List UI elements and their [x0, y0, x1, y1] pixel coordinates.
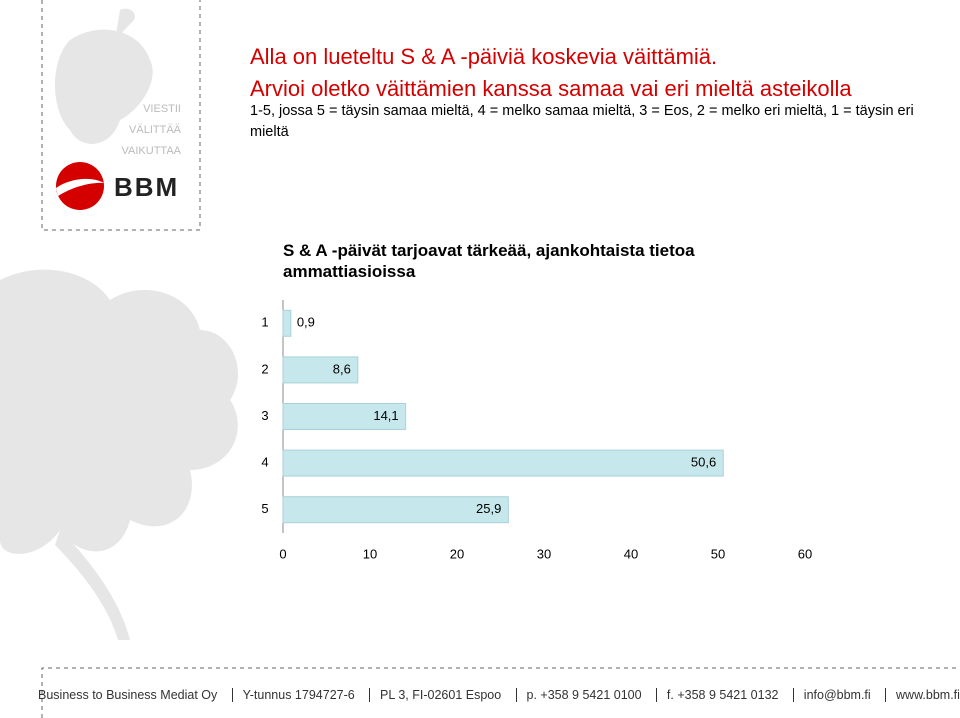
footer-item: info@bbm.fi: [792, 688, 871, 702]
logo-tagline: VÄLITTÄÄ: [129, 124, 182, 136]
x-tick-label: 50: [711, 546, 725, 561]
footer-item: p. +358 9 5421 0100: [515, 688, 642, 702]
footer-item: f. +358 9 5421 0132: [655, 688, 778, 702]
bar: [282, 449, 724, 477]
footer-item: PL 3, FI-02601 Espoo: [369, 688, 501, 702]
x-tick-label: 10: [363, 546, 377, 561]
chart: 0 10 20 30 40 50 60 1 0,9 2 8,6 3 14,1 4 50,6 5 25,9: [261, 300, 812, 561]
bar: [282, 309, 292, 337]
chart-title: S & A -päivät tarjoavat tärkeää, ajankoh…: [283, 241, 695, 281]
x-tick-label: 30: [537, 546, 551, 561]
instructions: 1-5, jossa 5 = täysin samaa mieltä, 4 = …: [250, 103, 914, 140]
data-label: 50,6: [691, 455, 716, 470]
footer-item: Business to Business Mediat Oy: [38, 688, 218, 702]
y-tick-label: 4: [261, 455, 268, 470]
bar: [282, 356, 359, 384]
y-tick-label: 1: [261, 315, 268, 330]
frame: [41, 0, 960, 718]
data-label: 25,9: [476, 501, 501, 516]
y-tick-label: 3: [261, 408, 268, 423]
footer: Business to Business Mediat Oy Y-tunnus …: [38, 688, 960, 702]
data-label: 8,6: [333, 361, 351, 376]
bar: [282, 403, 407, 430]
x-tick-label: 20: [450, 546, 464, 561]
data-label: 0,9: [297, 315, 315, 330]
leaf-decoration: [0, 8, 239, 640]
logo-brand: BBM: [114, 172, 179, 202]
logo-tagline: VIESTII: [143, 103, 181, 115]
bar: [282, 496, 509, 524]
heading: Alla on lueteltu S & A -päiviä koskevia …: [250, 44, 718, 69]
x-tick-label: 40: [624, 546, 638, 561]
subheading: Arvioi oletko väittämien kanssa samaa va…: [250, 76, 852, 101]
y-tick-label: 5: [261, 501, 268, 516]
x-tick-label: 0: [279, 546, 286, 561]
logo: [56, 162, 104, 210]
y-tick-label: 2: [261, 361, 268, 376]
logo-tagline: VAIKUTTAA: [122, 145, 182, 157]
x-tick-label: 60: [798, 546, 812, 561]
data-label: 14,1: [373, 408, 398, 423]
footer-item: www.bbm.fi: [885, 688, 960, 702]
footer-item: Y-tunnus 1794727-6: [231, 688, 355, 702]
